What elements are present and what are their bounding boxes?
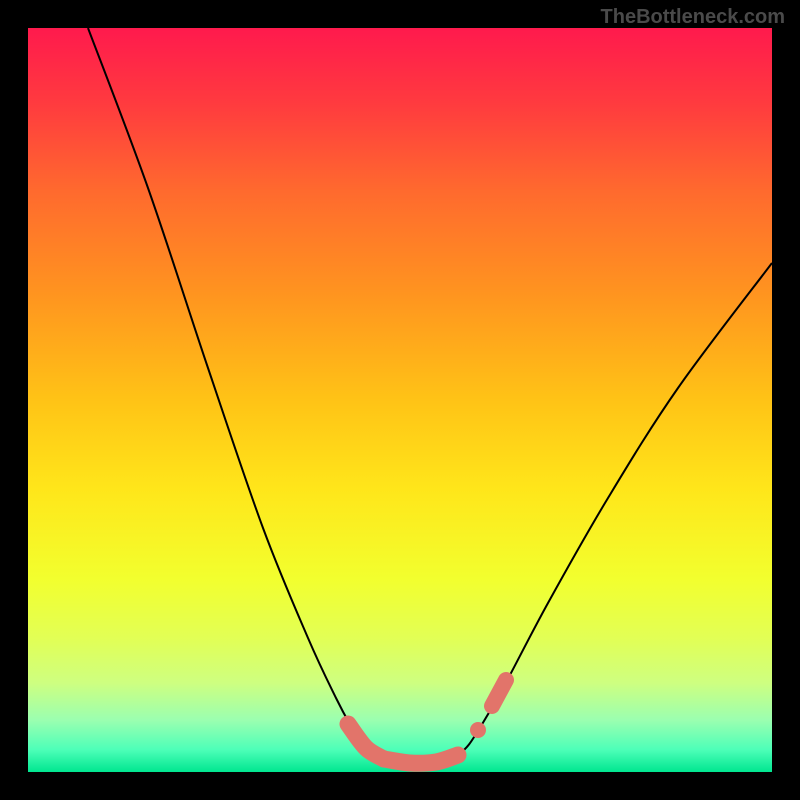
curve-layer: [28, 28, 772, 772]
marker-segment: [384, 755, 458, 763]
marker-segment: [492, 680, 506, 706]
marker-dot: [470, 722, 486, 738]
chart-frame: TheBottleneck.com: [0, 0, 800, 800]
bottleneck-curve: [88, 28, 772, 763]
plot-area: [28, 28, 772, 772]
watermark-text: TheBottleneck.com: [601, 6, 785, 29]
